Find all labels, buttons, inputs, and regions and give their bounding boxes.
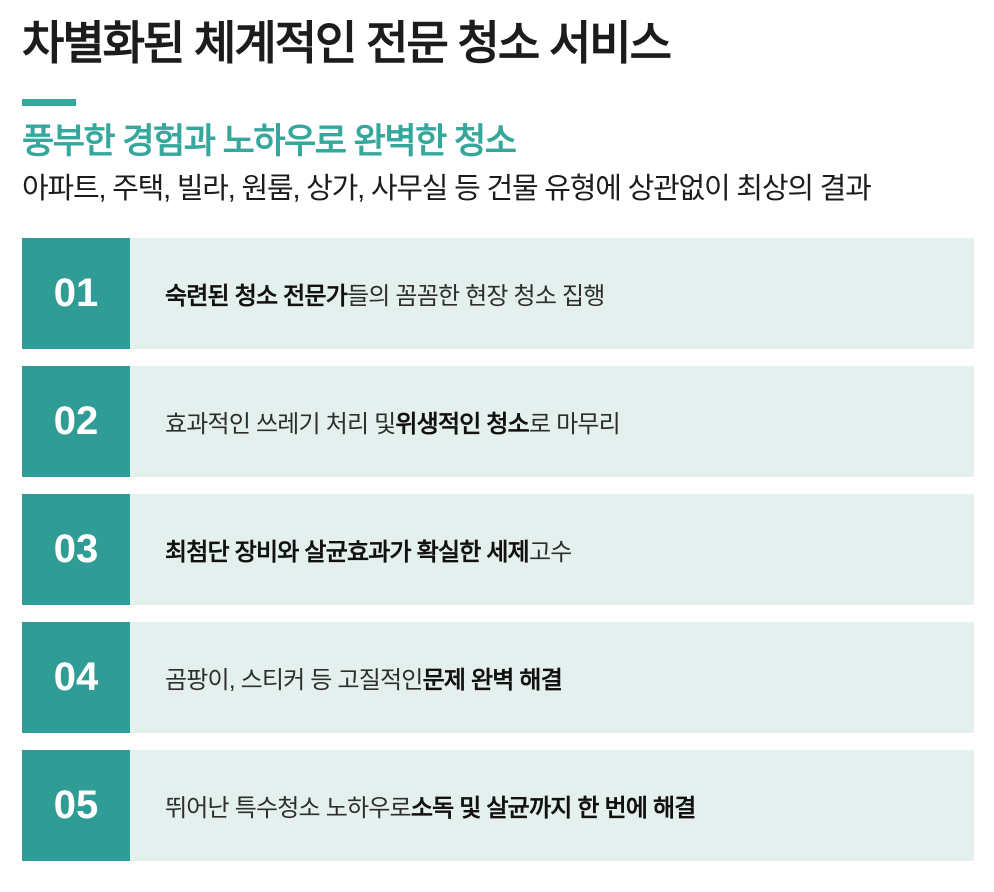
- page-title: 차별화된 체계적인 전문 청소 서비스: [22, 17, 672, 69]
- item-text: 뛰어난 특수청소 노하우로 소독 및 살균까지 한 번에 해결: [130, 750, 974, 862]
- service-list: 01 숙련된 청소 전문가 들의 꼼꼼한 현장 청소 집행 02 효과적인 쓰레기…: [22, 238, 974, 862]
- item-text-regular: 들의 꼼꼼한 현장 청소 집행: [346, 283, 605, 311]
- item-text: 곰팡이, 스티커 등 고질적인 문제 완벽 해결: [130, 622, 974, 734]
- item-number-badge: 02: [22, 366, 130, 478]
- item-text-regular: 고수: [528, 539, 572, 567]
- item-number-badge: 01: [22, 238, 130, 350]
- item-text-regular: 로 마무리: [528, 411, 621, 439]
- list-item: 01 숙련된 청소 전문가 들의 꼼꼼한 현장 청소 집행: [22, 238, 974, 350]
- item-text-regular: 뛰어난 특수청소 노하우로: [165, 795, 412, 823]
- item-text: 숙련된 청소 전문가 들의 꼼꼼한 현장 청소 집행: [130, 238, 974, 350]
- page-description: 아파트, 주택, 빌라, 원룸, 상가, 사무실 등 건물 유형에 상관없이 최…: [22, 172, 872, 205]
- list-item: 02 효과적인 쓰레기 처리 및 위생적인 청소 로 마무리: [22, 366, 974, 478]
- item-text-regular: 효과적인 쓰레기 처리 및: [165, 411, 396, 439]
- list-item: 03 최첨단 장비와 살균효과가 확실한 세제 고수: [22, 494, 974, 606]
- item-text-bold: 위생적인 청소: [395, 411, 529, 439]
- item-number-badge: 05: [22, 750, 130, 862]
- item-text: 효과적인 쓰레기 처리 및 위생적인 청소 로 마무리: [130, 366, 974, 478]
- infographic-page: 차별화된 체계적인 전문 청소 서비스 풍부한 경험과 노하우로 완벽한 청소 …: [22, 17, 974, 862]
- item-number-badge: 04: [22, 622, 130, 734]
- item-text-bold: 소독 및 살균까지 한 번에 해결: [410, 795, 697, 823]
- list-item: 04 곰팡이, 스티커 등 고질적인 문제 완벽 해결: [22, 622, 974, 734]
- list-item: 05 뛰어난 특수청소 노하우로 소독 및 살균까지 한 번에 해결: [22, 750, 974, 862]
- item-text-bold: 최첨단 장비와 살균효과가 확실한 세제: [165, 539, 530, 567]
- item-text-regular: 곰팡이, 스티커 등 고질적인: [165, 667, 423, 695]
- item-number-badge: 03: [22, 494, 130, 606]
- item-text: 최첨단 장비와 살균효과가 확실한 세제 고수: [130, 494, 974, 606]
- item-text-bold: 문제 완벽 해결: [422, 667, 563, 695]
- accent-dash-divider: [22, 98, 76, 106]
- page-subtitle: 풍부한 경험과 노하우로 완벽한 청소: [22, 121, 517, 161]
- item-text-bold: 숙련된 청소 전문가: [165, 283, 348, 311]
